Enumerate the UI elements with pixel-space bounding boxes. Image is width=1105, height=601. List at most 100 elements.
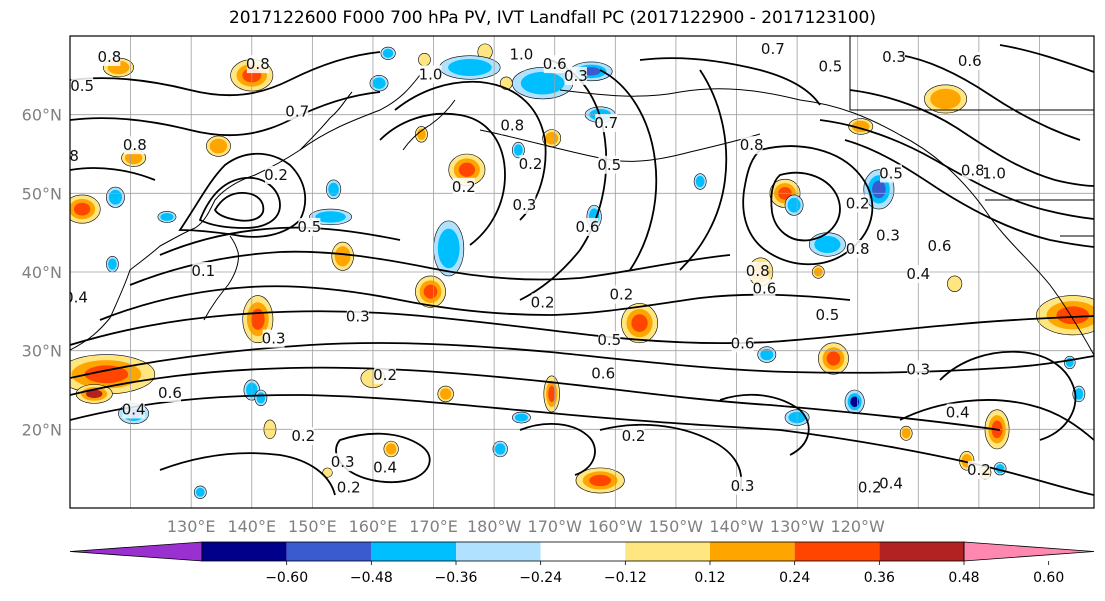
contour-label-bg	[286, 102, 309, 121]
contour-label-bg	[731, 334, 754, 353]
contour-label: 0.8	[55, 147, 79, 165]
contour-label: 1.0	[419, 65, 443, 83]
pv-anomaly-mid	[448, 58, 492, 76]
contour-label-bg	[543, 55, 566, 74]
contour-label-bg	[967, 461, 990, 480]
contour-label: 0.3	[346, 308, 370, 326]
lat-label: 20°N	[22, 420, 62, 439]
colorbar-segment	[794, 542, 880, 561]
colorbar-extend-high	[963, 541, 1095, 562]
contour-label-bg	[761, 40, 784, 59]
contour-label-bg	[819, 57, 842, 76]
contour-label-bg	[519, 155, 542, 174]
pv-anomaly-mid	[514, 144, 523, 156]
contour-label-bg	[816, 306, 839, 325]
contour-label-bg	[510, 45, 533, 64]
contour-label: 0.6	[543, 55, 567, 73]
pv-anomaly-mid	[494, 443, 506, 455]
colorbar-segment	[202, 542, 287, 561]
contour-label: 0.2	[967, 461, 991, 479]
contour-label-bg	[158, 383, 181, 402]
lon-label: 140°W	[709, 517, 764, 536]
lon-label: 170°W	[528, 517, 583, 536]
contour-label: 0.6	[928, 237, 952, 255]
pv-anomaly-mid	[334, 246, 351, 267]
contour-label: 0.8	[500, 116, 524, 134]
lat-label: 40°N	[22, 263, 62, 282]
contour-label: 0.4	[122, 400, 146, 418]
pv-anomaly-mid	[256, 392, 266, 404]
pv-anomaly-mid	[160, 212, 174, 221]
pv-anomaly-mid	[760, 348, 774, 361]
pv-anomaly-core	[73, 202, 91, 216]
pv-anomaly-mid	[372, 77, 386, 89]
contour-label: 0.8	[123, 136, 147, 154]
pv-anomaly-mid	[1074, 388, 1084, 400]
contour-label: 0.5	[815, 306, 839, 324]
pv-anomaly-mid	[124, 151, 143, 165]
contour-label: 0.2	[531, 293, 555, 311]
contour-label-bg	[598, 155, 621, 174]
colorbar-tick-label: 0.36	[864, 570, 895, 586]
contour-label-bg	[292, 427, 315, 446]
colorbar-tick-label: 0.24	[779, 570, 810, 586]
contour-label-bg	[876, 226, 899, 245]
contour-label-bg	[883, 48, 906, 67]
contour-label: 0.3	[882, 48, 906, 66]
contour-label: 0.4	[64, 289, 88, 307]
lon-label: 140°E	[227, 517, 276, 536]
colorbar-frame	[201, 541, 965, 562]
lon-label: 150°W	[649, 517, 704, 536]
contour-label: 0.3	[513, 196, 537, 214]
lat-label: 30°N	[22, 342, 62, 361]
pv-anomaly-core	[548, 385, 556, 403]
contour-label: 0.2	[291, 427, 315, 445]
pv-contours	[70, 44, 1094, 496]
colorbar-segment	[879, 542, 964, 561]
pv-anomaly-peak	[90, 391, 99, 397]
contour-label: 0.1	[191, 262, 215, 280]
contour-label: 0.3	[262, 330, 286, 348]
pv-anomaly-mid	[385, 443, 397, 455]
contour-label-bg	[531, 293, 554, 312]
colorbar: −0.60 −0.48 −0.36 −0.24 −0.12 0.12 0.24 0.36 0.4…	[69, 541, 1095, 586]
contour-label: 0.2	[622, 427, 646, 445]
pv-anomaly-mid	[814, 235, 841, 253]
colorbar-segment	[286, 542, 372, 561]
contour-label-bg	[907, 360, 930, 379]
contour-label-bg	[598, 331, 621, 350]
contour-label-bg	[452, 177, 475, 196]
contour-label: 0.2	[858, 478, 882, 496]
contour-label-bg	[928, 236, 951, 255]
contour-label-bg	[880, 164, 903, 183]
contour-label-bg	[501, 116, 524, 135]
pv-anomaly-mid	[209, 138, 228, 154]
colorbar-segment	[625, 542, 710, 561]
lon-label: 160°W	[588, 517, 643, 536]
contour-label: 0.6	[731, 334, 755, 352]
pv-anomaly-mid	[328, 182, 339, 197]
contour-label-bg	[946, 403, 969, 422]
contour-label: 0.6	[576, 218, 600, 236]
contour-label: 0.8	[961, 161, 985, 179]
contour-label: 0.2	[519, 155, 543, 173]
contour-label: 0.2	[264, 166, 288, 184]
contour-label: 1.0	[982, 164, 1006, 182]
contour-label: 0.5	[597, 156, 621, 174]
pv-anomaly-mid	[437, 228, 460, 269]
pv-anomaly-core	[589, 474, 612, 487]
pv-anomaly-mid	[930, 88, 961, 110]
contour-label: 0.3	[876, 227, 900, 245]
pv-anomaly-core	[872, 180, 886, 199]
pv-anomaly-mid	[514, 413, 528, 422]
colorbar-tick-label: −0.60	[265, 570, 308, 586]
contour-label-bg	[123, 136, 146, 155]
contour-label-bg	[592, 364, 615, 383]
contour-label-bg	[595, 114, 618, 133]
contour-label-bg	[958, 51, 981, 70]
lat-label: 60°N	[22, 106, 62, 125]
contour-label: 0.5	[597, 331, 621, 349]
lon-label: 120°W	[831, 517, 886, 536]
contour-label: 0.7	[761, 40, 785, 58]
contour-label-bg	[564, 66, 587, 85]
